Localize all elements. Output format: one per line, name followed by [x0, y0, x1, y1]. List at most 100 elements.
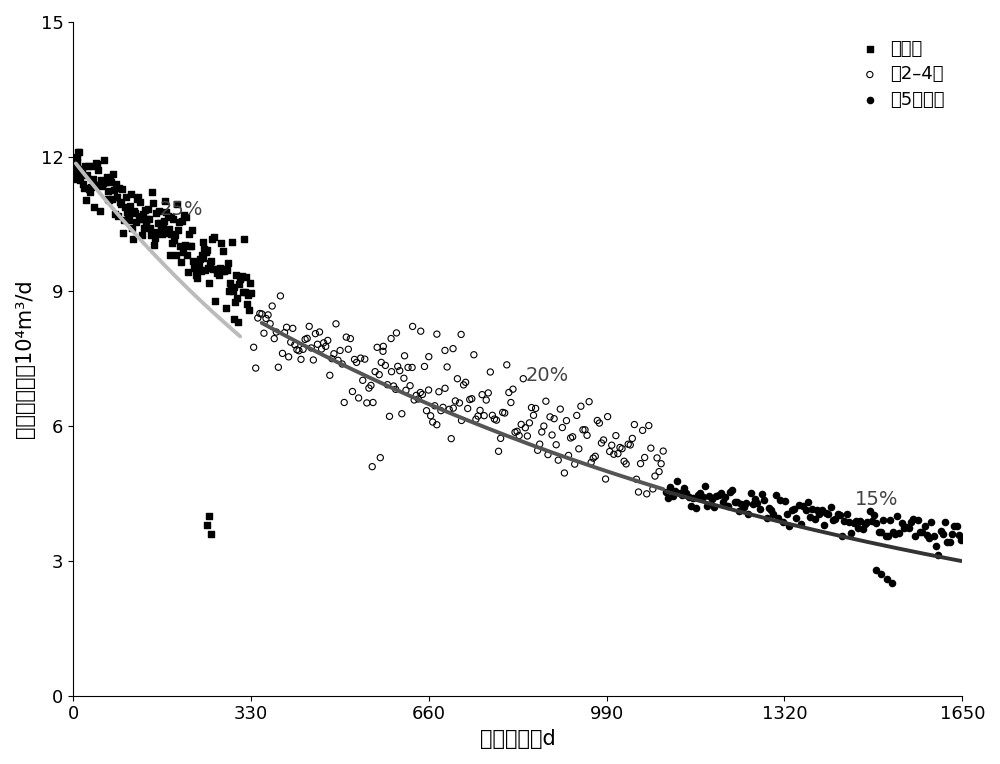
- 第一年: [123, 188, 139, 200]
- 第一年: [68, 154, 84, 166]
- 第5年以后: [740, 508, 756, 520]
- 第5年以后: [846, 516, 862, 529]
- 第2–4年: [256, 327, 272, 339]
- 第一年: [114, 183, 130, 195]
- 第一年: [228, 269, 244, 281]
- 第5年以后: [852, 515, 868, 527]
- 第5年以后: [665, 490, 681, 502]
- 第2–4年: [425, 416, 441, 428]
- 第2–4年: [561, 449, 577, 461]
- 第2–4年: [369, 342, 385, 354]
- 第2–4年: [466, 348, 482, 361]
- Text: 20%: 20%: [526, 366, 569, 385]
- 第2–4年: [462, 393, 478, 406]
- 第2–4年: [630, 486, 646, 498]
- 第一年: [129, 193, 145, 205]
- 第一年: [218, 302, 234, 314]
- 第5年以后: [667, 485, 683, 497]
- 第5年以后: [814, 504, 830, 516]
- 第一年: [211, 269, 227, 281]
- 第一年: [230, 316, 246, 329]
- 第2–4年: [528, 403, 544, 415]
- 第一年: [146, 238, 162, 251]
- 第5年以后: [662, 481, 678, 494]
- 第一年: [110, 210, 126, 222]
- 第2–4年: [336, 397, 352, 409]
- 第一年: [198, 246, 214, 258]
- 第2–4年: [439, 361, 455, 373]
- 第一年: [209, 267, 225, 279]
- 第2–4年: [447, 395, 463, 407]
- 第一年: [156, 215, 172, 228]
- 第一年: [195, 252, 211, 264]
- 第一年: [214, 265, 230, 277]
- 第一年: [81, 183, 97, 195]
- 第5年以后: [857, 517, 873, 529]
- 第一年: [226, 312, 242, 325]
- 第一年: [201, 277, 217, 290]
- 第2–4年: [416, 361, 432, 373]
- 第2–4年: [353, 352, 369, 364]
- 第一年: [120, 212, 136, 224]
- 第5年以后: [669, 475, 685, 487]
- 第一年: [166, 234, 182, 246]
- 第2–4年: [266, 332, 282, 345]
- 第2–4年: [552, 403, 568, 415]
- 第一年: [143, 228, 159, 241]
- 第一年: [73, 167, 89, 179]
- 第一年: [240, 289, 256, 301]
- 第一年: [131, 212, 147, 225]
- Y-axis label: 平均日产气，10⁴m³/d: 平均日产气，10⁴m³/d: [15, 280, 35, 439]
- 第2–4年: [491, 445, 507, 458]
- 第2–4年: [476, 410, 492, 422]
- 第一年: [177, 238, 193, 251]
- 第5年以后: [695, 491, 711, 503]
- 第一年: [147, 232, 163, 244]
- 第2–4年: [468, 413, 484, 426]
- 第5年以后: [704, 493, 720, 505]
- 第一年: [210, 266, 226, 278]
- 第一年: [190, 264, 206, 277]
- 第5年以后: [871, 526, 887, 538]
- 第5年以后: [697, 480, 713, 492]
- 第5年以后: [836, 515, 852, 527]
- 第2–4年: [285, 322, 301, 335]
- 第5年以后: [949, 520, 965, 532]
- 第2–4年: [307, 328, 323, 340]
- 第2–4年: [550, 454, 566, 466]
- 第2–4年: [563, 432, 579, 444]
- 第2–4年: [270, 361, 286, 374]
- 第2–4年: [655, 445, 671, 457]
- 第一年: [163, 211, 179, 223]
- 第一年: [183, 240, 199, 252]
- 第5年以后: [720, 500, 736, 512]
- 第2–4年: [429, 328, 445, 340]
- 第一年: [237, 286, 253, 298]
- 第5年以后: [761, 502, 777, 514]
- 第一年: [132, 210, 148, 222]
- 第一年: [132, 196, 148, 209]
- 第一年: [213, 236, 229, 248]
- 第5年以后: [722, 486, 738, 498]
- 第2–4年: [583, 456, 599, 468]
- 第5年以后: [919, 529, 935, 541]
- 第5年以后: [832, 509, 848, 521]
- 第5年以后: [850, 522, 866, 534]
- 第2–4年: [589, 414, 605, 426]
- 第一年: [199, 244, 215, 256]
- 第2–4年: [423, 410, 439, 422]
- 第2–4年: [279, 321, 295, 333]
- 第5年以后: [942, 536, 958, 549]
- 第2–4年: [303, 342, 319, 354]
- 第一年: [101, 194, 117, 206]
- Text: 15%: 15%: [854, 490, 898, 509]
- 第2–4年: [421, 351, 437, 363]
- 第一年: [145, 196, 161, 209]
- 第5年以后: [905, 513, 921, 526]
- 第一年: [69, 151, 85, 163]
- 第2–4年: [454, 414, 470, 426]
- 第5年以后: [866, 509, 882, 521]
- 第2–4年: [355, 374, 371, 387]
- 第一年: [212, 262, 228, 274]
- 第2–4年: [320, 335, 336, 347]
